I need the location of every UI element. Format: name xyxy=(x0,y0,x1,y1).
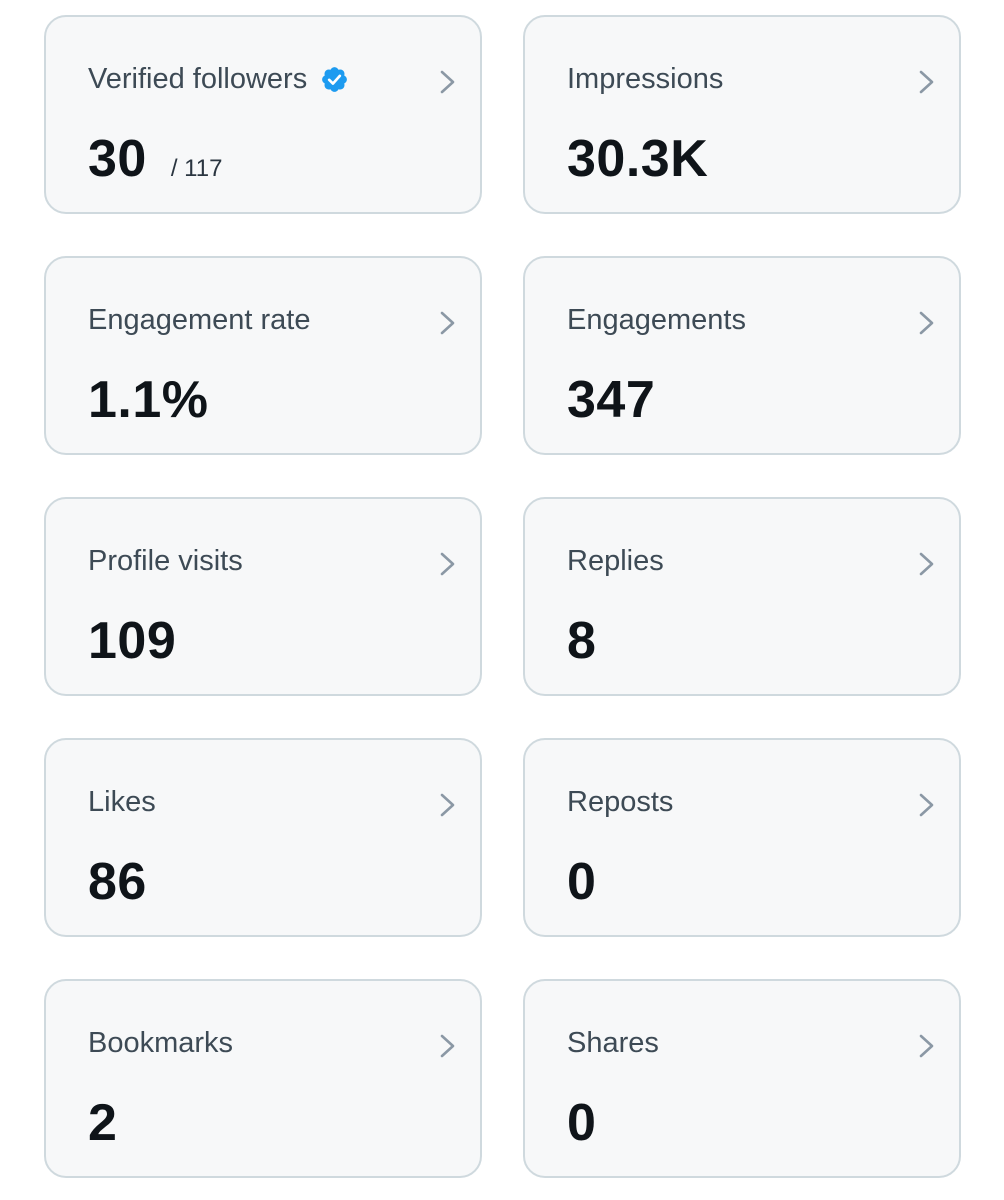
metric-label: Impressions xyxy=(567,63,724,95)
metric-label: Likes xyxy=(88,786,156,818)
metric-card-impressions[interactable]: Impressions 30.3K xyxy=(523,15,961,214)
chevron-right-icon xyxy=(440,552,455,576)
chevron-right-icon xyxy=(919,311,934,335)
metric-card-shares[interactable]: Shares 0 xyxy=(523,979,961,1178)
metric-card-likes[interactable]: Likes 86 xyxy=(44,738,482,937)
metric-total: / 117 xyxy=(170,155,223,182)
verified-badge-icon xyxy=(322,67,348,92)
chevron-right-icon xyxy=(919,70,934,94)
metric-value: 0 xyxy=(567,853,597,911)
metrics-grid: Verified followers 30 / 117 Impressions … xyxy=(44,15,961,1178)
metric-label: Bookmarks xyxy=(88,1027,234,1059)
metric-value: 347 xyxy=(567,371,656,429)
metric-label: Verified followers xyxy=(88,63,308,95)
metric-value: 0 xyxy=(567,1094,597,1152)
chevron-right-icon xyxy=(440,1034,455,1058)
metric-value: 30 xyxy=(88,130,147,188)
metric-value: 109 xyxy=(88,612,177,670)
metric-card-replies[interactable]: Replies 8 xyxy=(523,497,961,696)
chevron-right-icon xyxy=(919,1034,934,1058)
metric-card-profile-visits[interactable]: Profile visits 109 xyxy=(44,497,482,696)
chevron-right-icon xyxy=(440,311,455,335)
chevron-right-icon xyxy=(440,793,455,817)
metric-value: 2 xyxy=(88,1094,118,1152)
chevron-right-icon xyxy=(919,793,934,817)
metric-card-verified-followers[interactable]: Verified followers 30 / 117 xyxy=(44,15,482,214)
metric-value: 86 xyxy=(88,853,147,911)
metric-label: Reposts xyxy=(567,786,674,818)
metric-label: Shares xyxy=(567,1027,659,1059)
chevron-right-icon xyxy=(440,70,455,94)
metric-value: 1.1% xyxy=(88,371,209,429)
metric-card-engagement-rate[interactable]: Engagement rate 1.1% xyxy=(44,256,482,455)
metric-card-reposts[interactable]: Reposts 0 xyxy=(523,738,961,937)
metric-label: Replies xyxy=(567,545,664,577)
metric-label: Profile visits xyxy=(88,545,243,577)
metric-card-engagements[interactable]: Engagements 347 xyxy=(523,256,961,455)
metric-label: Engagement rate xyxy=(88,304,311,336)
metric-value: 8 xyxy=(567,612,597,670)
metric-label: Engagements xyxy=(567,304,746,336)
metric-value: 30.3K xyxy=(567,130,709,188)
chevron-right-icon xyxy=(919,552,934,576)
metric-card-bookmarks[interactable]: Bookmarks 2 xyxy=(44,979,482,1178)
